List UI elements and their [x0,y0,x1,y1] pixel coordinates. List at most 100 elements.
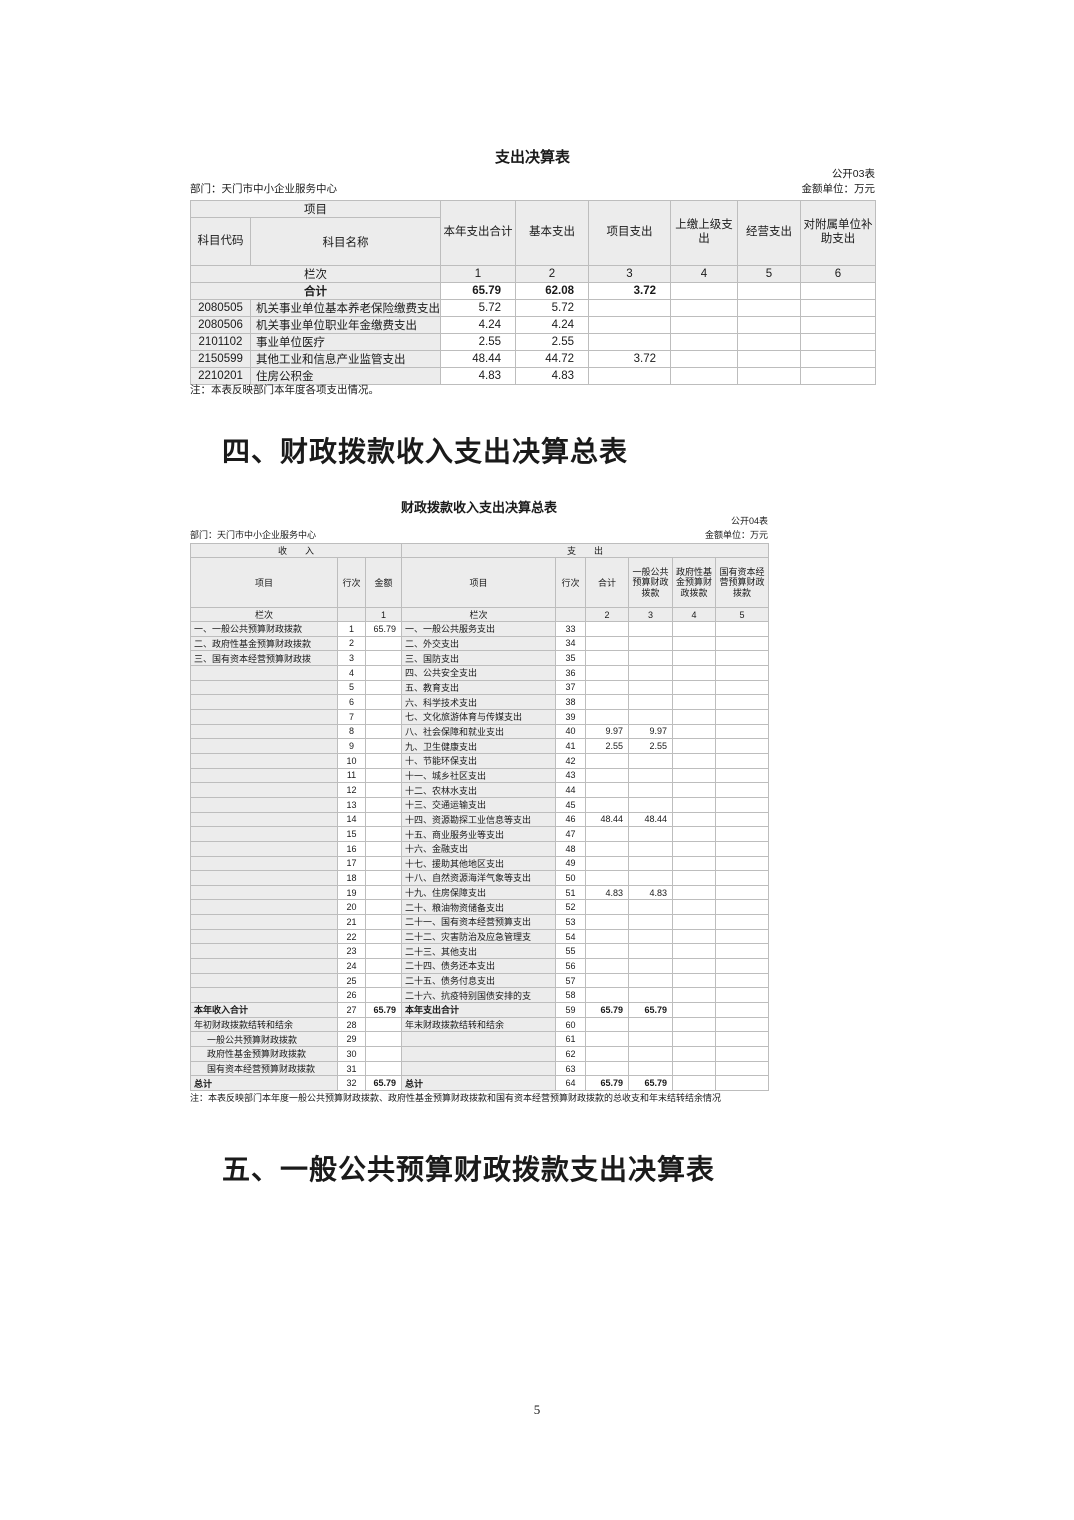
table2-row: 14 十四、资源勘探工业信息等支出 46 48.44 48.44 [190,811,770,828]
expense-govfund-cell [672,679,716,696]
income-rownum-cell: 30 [337,1046,366,1062]
income-item-cell [190,664,338,681]
expense-govfund-cell [672,796,716,813]
expense-total-cell [585,972,629,989]
income-rownum-cell: 1 [337,621,366,637]
expense-item-cell: 十一、城乡社区支出 [401,767,556,784]
income-item-cell [190,884,338,901]
expense-general-cell [628,1046,673,1062]
table1-value-cell [670,350,738,368]
table1-col-header: 对附属单位补助支出 [800,200,876,266]
expense-rownum-cell: 53 [555,914,586,930]
expense-item-cell: 四、公共安全支出 [401,664,556,681]
expense-general-cell: 2.55 [628,738,673,754]
income-rownum-cell: 8 [337,723,366,740]
expense-general-cell: 4.83 [628,884,673,901]
expense-rownum-cell: 64 [555,1075,586,1091]
income-amount-cell: 65.79 [365,1075,402,1091]
income-amount-cell [365,972,402,989]
income-amount-cell [365,855,402,872]
table1-value-cell: 4.83 [440,367,516,385]
table2-expense-item-header: 项目 [401,557,556,608]
expense-item-cell: 总计 [401,1075,556,1091]
expense-rownum-cell: 60 [555,1016,586,1033]
income-amount-cell [365,694,402,710]
expense-rownum-cell: 58 [555,987,586,1004]
income-item-cell [190,972,338,989]
table2-row: 本年收入合计 27 65.79 本年支出合计 59 65.79 65.79 [190,1002,770,1018]
expense-total-cell [585,987,629,1004]
expense-rownum-cell: 55 [555,943,586,960]
expense-item-cell: 六、科学技术支出 [401,694,556,710]
table2-department: 部门：天门市中小企业服务中心 [190,530,317,540]
section-heading-5: 五、一般公共预算财政拨款支出决算表 [222,1154,716,1185]
expense-govfund-cell [672,1031,716,1048]
income-item-cell [190,738,338,754]
table2-note: 注：本表反映部门本年度一般公共预算财政拨款、政府性基金预算财政拨款和国有资本经营… [190,1093,722,1103]
expense-govfund-cell [672,855,716,872]
page-number: 5 [533,1402,541,1417]
expense-statecap-cell [714,826,770,842]
expense-rownum-cell: 40 [555,723,586,740]
expense-rownum-cell: 41 [555,738,586,754]
expense-total-cell [585,1060,629,1077]
expense-govfund-cell [672,958,716,974]
expense-rownum-cell: 44 [555,782,586,798]
income-rownum-cell: 21 [337,914,366,930]
table2-income-item-header: 项目 [190,557,338,608]
expense-rownum-cell: 59 [555,1002,586,1018]
expense-statecap-cell [714,650,770,666]
expense-govfund-cell [672,899,716,916]
expense-rownum-cell: 49 [555,855,586,872]
table1-lanci-num: 1 [440,265,516,283]
table2-row: 13 十三、交通运输支出 45 [190,796,770,813]
table1-row: 2210201 住房公积金 4.83 4.83 [190,367,876,385]
expense-general-cell [628,826,673,842]
income-rownum-cell: 28 [337,1016,366,1033]
income-item-cell [190,899,338,916]
expense-general-cell: 9.97 [628,723,673,740]
income-rownum-cell: 17 [337,855,366,872]
table1-department: 部门：天门市中小企业服务中心 [190,183,337,195]
income-item-cell [190,928,338,945]
table1-lanci-label: 栏次 [190,265,441,283]
expense-item-cell: 十八、自然资源海洋气象等支出 [401,870,556,886]
table2-income-rownum-header: 行次 [337,557,366,608]
income-rownum-cell: 27 [337,1002,366,1018]
income-amount-cell [365,826,402,842]
table1-col-header: 上缴上级支出 [670,200,738,266]
income-rownum-cell: 31 [337,1060,366,1077]
expense-general-cell [628,664,673,681]
income-amount-cell [365,884,402,901]
expense-govfund-cell [672,650,716,666]
table2-lanci-blank [337,607,366,622]
table1-total-value: 65.79 [440,282,516,300]
table2-row: 6 六、科学技术支出 38 [190,694,770,710]
expense-general-cell [628,958,673,974]
expense-general-cell [628,972,673,989]
income-rownum-cell: 20 [337,899,366,916]
income-rownum-cell: 4 [337,664,366,681]
table2-row: 9 九、卫生健康支出 41 2.55 2.55 [190,738,770,754]
expense-rownum-cell: 46 [555,811,586,828]
expense-total-cell [585,708,629,725]
expense-general-cell [628,928,673,945]
expense-item-cell: 十、节能环保支出 [401,752,556,769]
table1-value-cell [588,316,671,334]
expense-statecap-cell [714,738,770,754]
expense-statecap-cell [714,972,770,989]
expense-item-cell: 十九、住房保障支出 [401,884,556,901]
expense-total-cell: 65.79 [585,1002,629,1018]
expense-total-cell [585,840,629,857]
expense-total-cell [585,767,629,784]
expense-total-cell [585,870,629,886]
expense-rownum-cell: 45 [555,796,586,813]
expense-total-cell [585,1031,629,1048]
table1-value-cell [670,367,738,385]
income-rownum-cell: 2 [337,635,366,652]
expense-general-cell [628,708,673,725]
expense-total-cell [585,752,629,769]
income-item-cell [190,958,338,974]
table1-value-cell [737,299,801,317]
table1-value-cell [800,350,876,368]
